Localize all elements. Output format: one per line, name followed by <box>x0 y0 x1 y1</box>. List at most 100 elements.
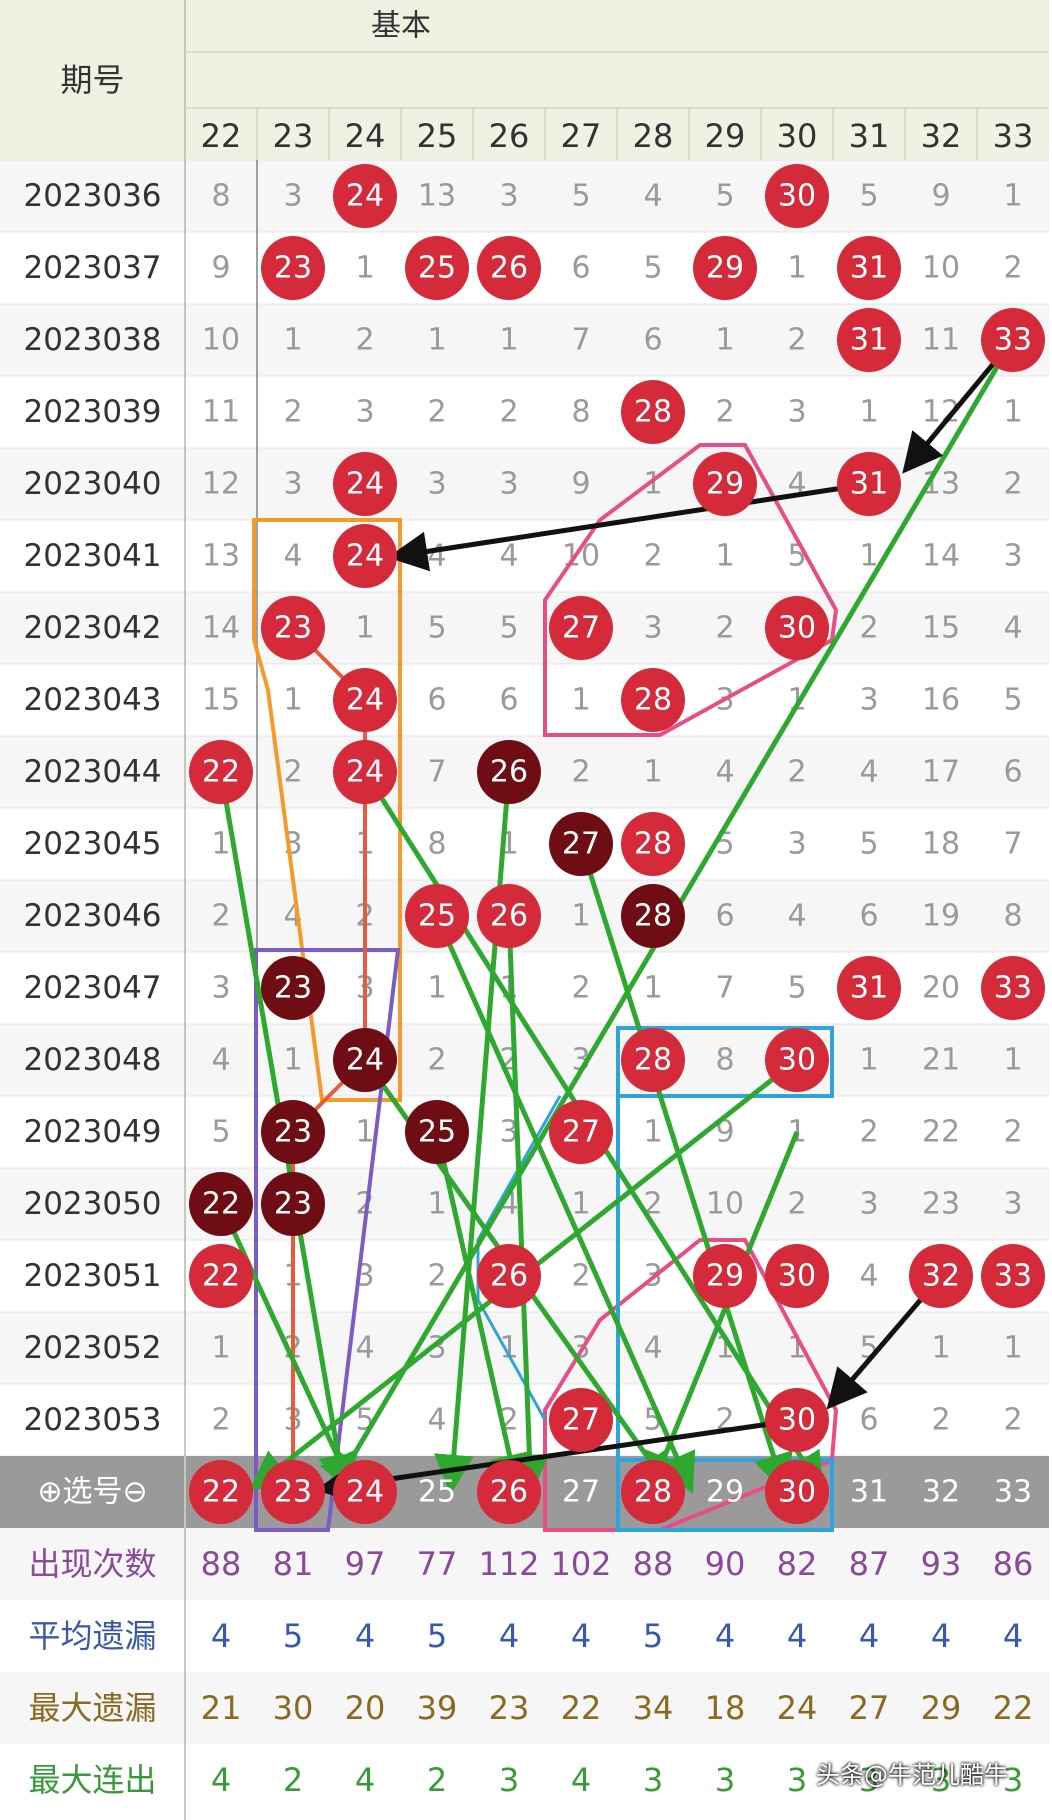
miss-count: 3 <box>1003 1187 1022 1222</box>
stats-value: 4 <box>211 1761 231 1799</box>
miss-count: 1 <box>715 539 734 574</box>
stats-value: 20 <box>345 1689 386 1727</box>
green-arrow <box>218 1202 357 1494</box>
stats-value: 3 <box>859 1761 879 1799</box>
stats-value: 81 <box>273 1545 314 1583</box>
stats-label: 最大连出 <box>28 1761 156 1799</box>
number-ball <box>693 236 757 300</box>
select-number: 25 <box>418 1475 456 1510</box>
miss-count: 1 <box>283 683 302 718</box>
ball-number: 26 <box>490 755 528 790</box>
ball-number: 25 <box>418 1115 456 1150</box>
miss-count: 21 <box>922 1043 960 1078</box>
miss-count: 11 <box>922 323 960 358</box>
table-row <box>0 376 1049 448</box>
miss-count: 6 <box>715 899 734 934</box>
miss-count: 2 <box>715 611 734 646</box>
number-ball <box>477 740 541 804</box>
miss-count: 4 <box>643 1331 662 1366</box>
stats-value: 18 <box>705 1689 746 1727</box>
miss-count: 3 <box>1003 539 1022 574</box>
number-ball <box>189 1172 253 1236</box>
number-ball <box>477 1244 541 1308</box>
miss-count: 1 <box>859 539 878 574</box>
ball-number: 33 <box>994 971 1032 1006</box>
miss-count: 1 <box>643 971 662 1006</box>
select-number: 33 <box>994 1475 1032 1510</box>
number-ball <box>405 236 469 300</box>
column-header-29: 29 <box>705 117 746 155</box>
miss-count: 2 <box>643 539 662 574</box>
number-ball <box>189 1244 253 1308</box>
ball-number: 22 <box>202 1259 240 1294</box>
select-number: 32 <box>922 1475 960 1510</box>
ball-number: 25 <box>418 899 456 934</box>
stats-value: 39 <box>417 1689 458 1727</box>
ball-number: 28 <box>634 899 672 934</box>
stats-value: 88 <box>633 1545 674 1583</box>
miss-count: 4 <box>211 1043 230 1078</box>
period-label: 2023050 <box>23 1186 161 1222</box>
miss-count: 14 <box>922 539 960 574</box>
stats-value: 3 <box>715 1761 735 1799</box>
miss-count: 1 <box>571 1187 590 1222</box>
miss-count: 5 <box>1003 683 1022 718</box>
number-ball <box>405 884 469 948</box>
number-ball <box>333 524 397 588</box>
miss-count: 13 <box>202 539 240 574</box>
number-ball <box>333 668 397 732</box>
miss-count: 5 <box>427 611 446 646</box>
period-label: 2023041 <box>23 538 161 574</box>
select-number: 27 <box>562 1475 600 1510</box>
number-ball <box>549 596 613 660</box>
stats-value: 88 <box>201 1545 242 1583</box>
stats-value: 22 <box>993 1689 1034 1727</box>
miss-count: 2 <box>1003 1115 1022 1150</box>
ball-number: 31 <box>850 467 888 502</box>
miss-count: 2 <box>571 971 590 1006</box>
number-ball <box>981 956 1045 1020</box>
miss-count: 4 <box>859 1259 878 1294</box>
ball-number: 30 <box>778 1043 816 1078</box>
miss-count: 1 <box>715 1331 734 1366</box>
miss-count: 13 <box>418 179 456 214</box>
stats-value: 4 <box>571 1761 591 1799</box>
miss-count: 3 <box>283 467 302 502</box>
miss-count: 3 <box>499 179 518 214</box>
miss-count: 1 <box>715 323 734 358</box>
number-ball <box>765 164 829 228</box>
miss-count: 8 <box>1003 899 1022 934</box>
stats-value: 3 <box>787 1761 807 1799</box>
miss-count: 2 <box>571 1259 590 1294</box>
stats-value: 4 <box>211 1617 231 1655</box>
number-ball <box>333 452 397 516</box>
number-ball <box>621 1028 685 1092</box>
period-label: 2023036 <box>23 178 161 214</box>
stats-value: 29 <box>921 1689 962 1727</box>
stats-value: 23 <box>489 1689 530 1727</box>
miss-count: 10 <box>706 1187 744 1222</box>
select-number: 31 <box>850 1475 888 1510</box>
miss-count: 4 <box>355 1331 374 1366</box>
number-ball <box>333 740 397 804</box>
ball-number: 31 <box>850 971 888 1006</box>
miss-count: 1 <box>787 1331 806 1366</box>
miss-count: 6 <box>859 899 878 934</box>
stats-value: 34 <box>633 1689 674 1727</box>
miss-count: 2 <box>283 755 302 790</box>
stats-value: 3 <box>643 1761 663 1799</box>
green-arrow <box>506 915 550 1495</box>
number-ball <box>333 164 397 228</box>
miss-count: 1 <box>571 899 590 934</box>
miss-count: 2 <box>427 1043 446 1078</box>
stats-value: 82 <box>777 1545 818 1583</box>
ball-number: 24 <box>346 755 384 790</box>
miss-count: 1 <box>427 971 446 1006</box>
number-ball <box>837 308 901 372</box>
stats-value: 4 <box>1003 1617 1023 1655</box>
miss-count: 3 <box>211 971 230 1006</box>
stats-value: 21 <box>201 1689 242 1727</box>
number-ball <box>837 236 901 300</box>
miss-count: 2 <box>427 1259 446 1294</box>
header-bg <box>0 0 1049 160</box>
